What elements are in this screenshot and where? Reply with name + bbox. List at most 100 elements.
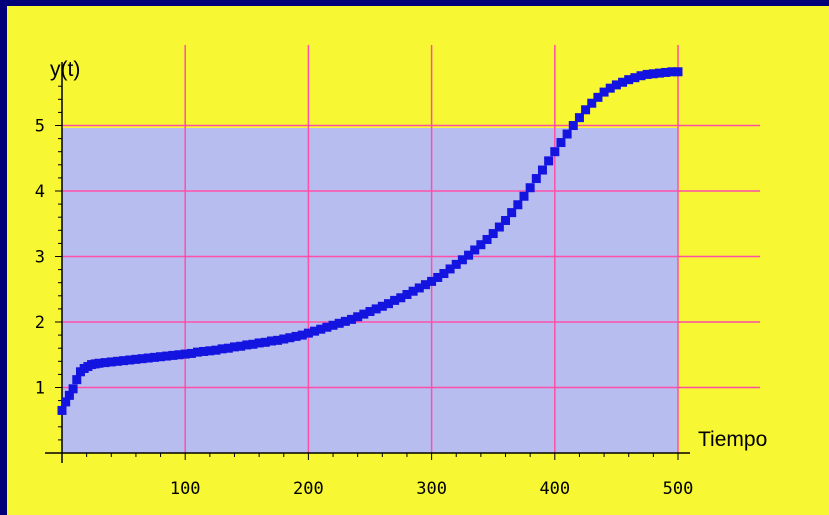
data-point xyxy=(137,354,147,364)
data-point xyxy=(383,299,393,309)
data-point xyxy=(310,326,320,336)
data-point xyxy=(507,208,517,218)
data-point xyxy=(94,358,104,368)
data-point xyxy=(64,390,74,400)
data-point xyxy=(119,356,129,366)
data-point xyxy=(322,322,332,332)
data-point xyxy=(291,331,301,341)
data-point xyxy=(445,264,455,274)
data-point xyxy=(193,347,203,357)
data-point xyxy=(408,286,418,296)
data-point xyxy=(396,293,406,303)
data-point xyxy=(328,320,338,330)
data-point xyxy=(334,318,344,328)
data-point xyxy=(433,272,443,282)
x-tick-label-100: 100 xyxy=(170,479,201,499)
data-point xyxy=(439,269,449,279)
data-point xyxy=(605,83,615,93)
data-point xyxy=(61,397,71,407)
data-point xyxy=(168,350,178,360)
data-point xyxy=(106,357,116,367)
data-point xyxy=(587,98,597,108)
data-point xyxy=(149,352,159,362)
data-point xyxy=(427,276,437,286)
data-point xyxy=(180,349,190,359)
data-point xyxy=(211,345,221,355)
data-point xyxy=(457,255,467,265)
data-point xyxy=(525,183,535,193)
data-point xyxy=(316,324,326,334)
y-axis-title: y(t) xyxy=(50,58,80,81)
x-tick-label-200: 200 xyxy=(293,479,324,499)
data-point xyxy=(402,289,412,299)
vertical-grid xyxy=(184,45,679,453)
data-point xyxy=(254,338,264,348)
data-point xyxy=(451,259,461,269)
data-point xyxy=(125,355,135,365)
data-point xyxy=(223,343,233,353)
data-point xyxy=(260,337,270,347)
data-point xyxy=(377,301,387,311)
data-point xyxy=(537,165,547,175)
data-point xyxy=(229,342,239,352)
data-point xyxy=(648,69,658,79)
data-point xyxy=(217,344,227,354)
data-point xyxy=(531,174,541,184)
data-point xyxy=(562,129,572,139)
data-point xyxy=(519,191,529,201)
data-point xyxy=(285,333,295,343)
data-point xyxy=(568,121,578,130)
data-point xyxy=(156,352,166,362)
data-point xyxy=(673,67,683,77)
axes xyxy=(45,62,690,463)
y-tick-label-5: 5 xyxy=(35,117,45,137)
data-point xyxy=(476,240,486,250)
data-point xyxy=(470,245,480,255)
data-point xyxy=(618,77,628,87)
data-point xyxy=(464,250,474,260)
x-axis-title: Tiempo xyxy=(698,428,767,451)
horizontal-grid xyxy=(62,124,760,389)
data-point xyxy=(556,138,566,148)
data-point xyxy=(661,67,671,77)
data-point xyxy=(273,335,283,345)
data-point xyxy=(414,283,424,293)
data-point xyxy=(359,309,369,319)
data-point xyxy=(581,105,591,115)
x-tick-label-500: 500 xyxy=(663,479,694,499)
plot-area xyxy=(62,128,678,453)
data-point xyxy=(266,336,276,346)
y-tick-label-3: 3 xyxy=(35,248,45,268)
data-point xyxy=(550,147,560,157)
data-point xyxy=(599,87,609,97)
data-point xyxy=(365,307,375,317)
data-point xyxy=(642,69,652,79)
data-points xyxy=(57,67,683,415)
data-point xyxy=(199,346,209,356)
data-point xyxy=(205,346,215,356)
data-point xyxy=(143,353,153,363)
data-point xyxy=(347,314,357,324)
data-point xyxy=(100,358,110,368)
data-point xyxy=(174,350,184,360)
y-tick-label-1: 1 xyxy=(35,379,45,399)
data-point xyxy=(544,156,554,166)
data-point xyxy=(68,384,78,394)
data-point xyxy=(340,316,350,326)
data-point xyxy=(488,229,498,239)
x-tick-label-400: 400 xyxy=(539,479,570,499)
data-point xyxy=(624,75,634,85)
data-point xyxy=(186,348,196,358)
data-point xyxy=(353,312,363,322)
data-point xyxy=(57,405,67,415)
data-point xyxy=(371,304,381,314)
data-point xyxy=(112,356,122,366)
data-point xyxy=(574,113,584,123)
data-point xyxy=(248,339,258,349)
data-point xyxy=(242,340,252,350)
y-tick-label-4: 4 xyxy=(35,182,45,202)
data-point xyxy=(303,328,313,338)
data-point xyxy=(162,351,172,361)
data-point xyxy=(236,341,246,351)
data-point xyxy=(131,354,141,364)
